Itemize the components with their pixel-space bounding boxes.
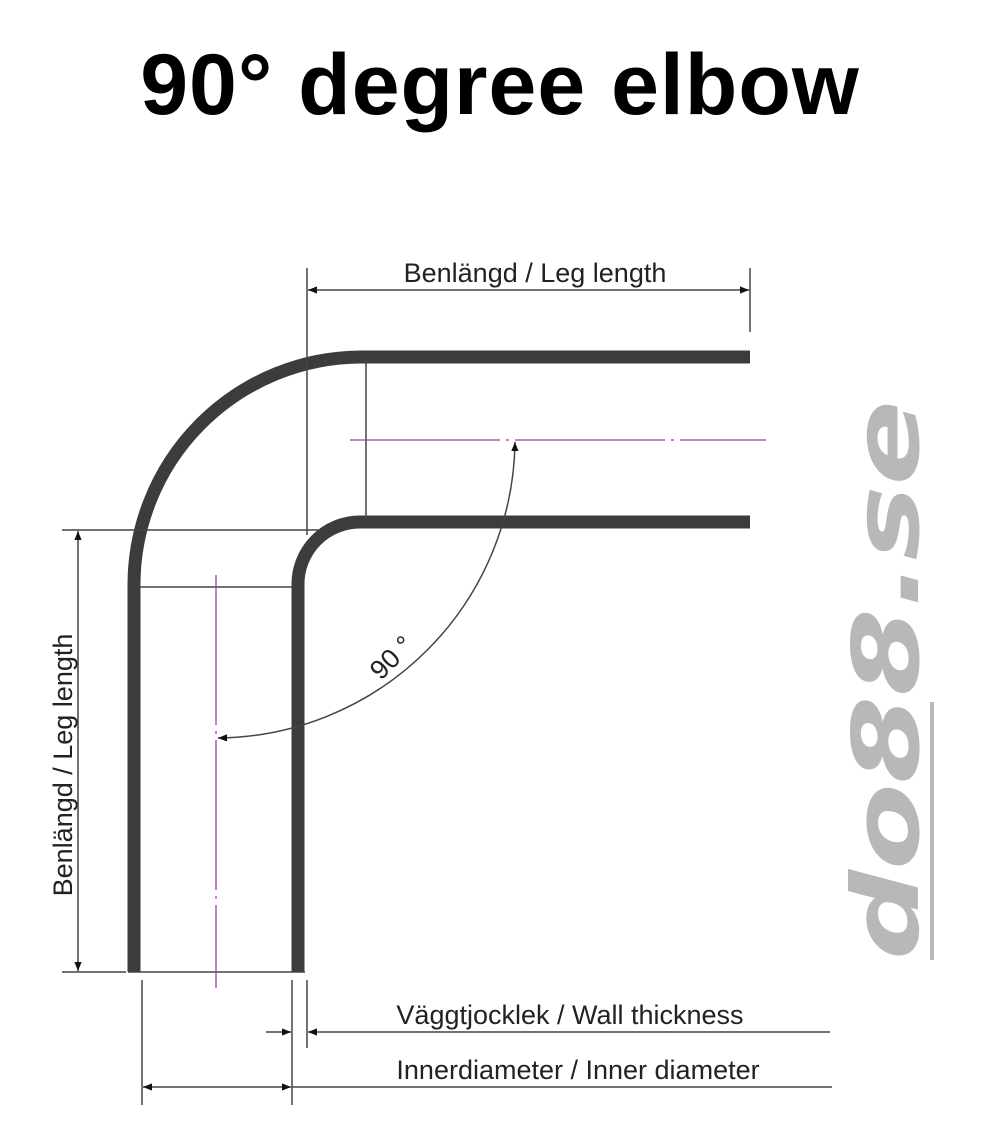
do88-logo: do88.se (833, 400, 940, 960)
label-leg-length-side: Benlängd / Leg length (48, 634, 78, 897)
label-angle: 90 ° (364, 630, 419, 685)
inner-wall (291, 515, 750, 972)
diagram-title: 90° degree elbow (140, 37, 860, 133)
outer-wall (127, 350, 750, 972)
angle-arc (217, 441, 519, 742)
label-wall-thickness: Väggtjocklek / Wall thickness (396, 1000, 743, 1030)
logo-text: do88.se (833, 400, 940, 960)
label-inner-diameter: Innerdiameter / Inner diameter (396, 1055, 759, 1085)
label-leg-length-top: Benlängd / Leg length (404, 258, 667, 288)
